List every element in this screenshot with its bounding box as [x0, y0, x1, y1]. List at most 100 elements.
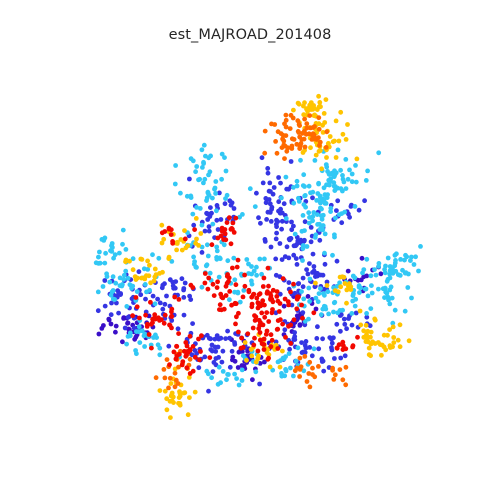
- map-point-light-blue: [306, 183, 312, 189]
- map-point-orange: [316, 126, 322, 132]
- map-point-blue: [204, 211, 210, 217]
- map-point-blue: [220, 348, 226, 354]
- map-point-blue: [302, 219, 308, 225]
- map-point-blue: [202, 228, 208, 234]
- map-point-blue: [291, 336, 297, 342]
- map-point-red: [231, 230, 237, 235]
- map-point-blue: [349, 322, 355, 328]
- map-point-blue: [362, 198, 367, 204]
- map-point-light-blue: [191, 254, 197, 260]
- map-point-red: [174, 343, 179, 349]
- map-point-light-blue: [343, 186, 349, 192]
- map-point-blue: [227, 335, 233, 341]
- map-point-light-blue: [196, 177, 201, 183]
- map-point-light-blue: [225, 258, 231, 264]
- map-point-yellow: [332, 288, 338, 293]
- map-point-blue: [258, 220, 263, 226]
- map-point-light-blue: [120, 241, 125, 247]
- map-point-light-blue: [109, 249, 115, 254]
- map-point-red: [184, 365, 190, 371]
- map-point-light-blue: [190, 211, 196, 217]
- map-point-yellow: [313, 280, 318, 286]
- map-point-light-blue: [322, 231, 328, 237]
- map-point-blue: [229, 348, 235, 354]
- map-point-light-blue: [107, 279, 113, 285]
- map-point-red: [167, 322, 173, 328]
- map-point-red: [228, 241, 234, 247]
- map-point-light-blue: [364, 256, 370, 262]
- map-point-light-blue: [405, 285, 411, 290]
- map-point-light-blue: [117, 250, 122, 256]
- map-point-yellow: [361, 328, 367, 334]
- map-point-yellow: [174, 247, 180, 253]
- map-point-light-blue: [318, 205, 323, 211]
- map-point-blue: [279, 226, 284, 232]
- map-point-orange: [294, 365, 300, 371]
- map-point-light-blue: [353, 179, 359, 185]
- map-point-red: [282, 296, 288, 302]
- map-point-blue: [286, 255, 292, 261]
- map-point-blue: [204, 332, 210, 338]
- map-point-red: [173, 356, 179, 362]
- map-point-light-blue: [372, 267, 377, 272]
- map-point-red: [257, 323, 263, 328]
- map-point-blue: [288, 159, 294, 164]
- map-point-yellow: [138, 256, 144, 262]
- map-point-red: [187, 347, 193, 352]
- map-point-light-blue: [340, 173, 345, 178]
- map-point-light-blue: [413, 254, 418, 260]
- map-point-light-blue: [121, 277, 127, 282]
- map-point-blue: [157, 300, 163, 306]
- map-point-orange: [299, 137, 305, 142]
- map-point-blue: [274, 230, 279, 236]
- map-point-light-blue: [123, 247, 129, 252]
- map-point-red: [274, 327, 280, 332]
- map-point-yellow: [390, 324, 396, 330]
- map-point-red: [246, 287, 252, 293]
- map-point-orange: [175, 381, 181, 386]
- map-point-red: [219, 228, 225, 234]
- map-point-red: [235, 257, 241, 263]
- map-point-light-blue: [340, 307, 345, 313]
- map-point-light-blue: [307, 299, 312, 304]
- map-point-blue: [206, 224, 212, 230]
- map-point-light-blue: [320, 223, 326, 229]
- map-point-light-blue: [313, 295, 319, 301]
- map-point-light-blue: [249, 278, 254, 284]
- map-point-dark-blue: [120, 339, 125, 345]
- map-point-light-blue: [328, 205, 334, 211]
- map-point-red: [275, 346, 281, 351]
- map-point-light-blue: [237, 214, 243, 220]
- map-point-red: [262, 314, 268, 320]
- map-point-yellow: [152, 266, 158, 272]
- map-point-red: [260, 284, 266, 289]
- map-point-red: [224, 220, 230, 226]
- map-point-light-blue: [130, 256, 136, 262]
- map-point-blue: [182, 280, 188, 286]
- map-point-yellow: [161, 236, 167, 242]
- map-point-light-blue: [253, 369, 259, 375]
- map-point-red: [261, 336, 267, 342]
- map-point-orange: [307, 384, 313, 390]
- map-point-light-blue: [363, 178, 369, 183]
- map-point-light-blue: [121, 272, 127, 278]
- map-point-light-blue: [252, 204, 258, 210]
- map-point-light-blue: [120, 227, 126, 233]
- map-point-blue: [310, 251, 316, 257]
- map-point-blue: [296, 281, 302, 286]
- map-point-light-blue: [387, 301, 393, 307]
- map-point-light-blue: [152, 301, 158, 307]
- map-point-light-blue: [203, 263, 209, 269]
- map-point-red: [199, 333, 204, 339]
- map-point-blue: [268, 219, 274, 224]
- map-point-blue: [190, 321, 196, 326]
- map-point-blue: [291, 223, 296, 229]
- map-point-light-blue: [376, 150, 382, 156]
- map-point-red: [226, 215, 232, 221]
- map-point-light-blue: [279, 195, 284, 201]
- map-point-light-blue: [400, 267, 405, 273]
- map-point-red: [176, 331, 182, 336]
- map-point-orange: [317, 139, 323, 145]
- map-point-blue: [278, 180, 283, 186]
